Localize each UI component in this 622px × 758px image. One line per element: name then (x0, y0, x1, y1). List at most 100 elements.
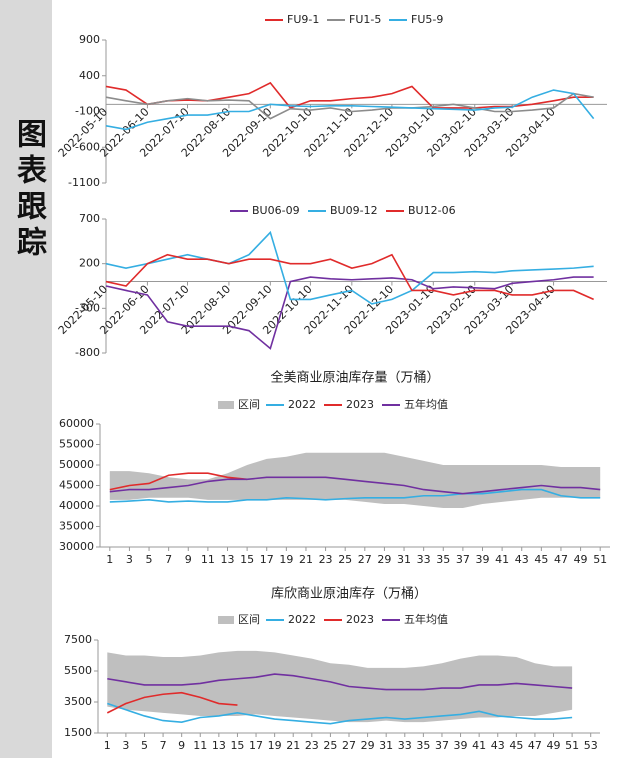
x-tick-label: 39 (454, 739, 468, 752)
x-tick-label: 45 (509, 739, 523, 752)
y-tick-label: 45000 (59, 479, 94, 492)
y-tick-label: -300 (75, 301, 100, 314)
x-tick-label: 3 (122, 739, 129, 752)
y-tick-label: 700 (79, 212, 100, 225)
y-tick-label: 30000 (59, 540, 94, 553)
x-tick-label: 17 (260, 553, 274, 566)
x-tick-label: 51 (593, 553, 607, 566)
series-line (109, 472, 248, 491)
x-tick-label: 27 (342, 739, 356, 752)
legend-label: 五年均值 (404, 397, 448, 411)
x-tick-label: 43 (491, 739, 505, 752)
x-tick-label: 23 (305, 739, 319, 752)
x-tick-label: 35 (436, 553, 450, 566)
legend-label: 2023 (346, 398, 374, 411)
y-tick-label: 60000 (59, 417, 94, 430)
x-tick-label: 5 (146, 553, 153, 566)
x-tick-label: 47 (554, 553, 568, 566)
y-tick-label: 1500 (64, 726, 92, 739)
chart-title: 全美商业原油库存量（万桶） (270, 370, 439, 386)
x-tick-label: 49 (547, 739, 561, 752)
x-tick-label: 35 (416, 739, 430, 752)
x-tick-label: 33 (398, 739, 412, 752)
legend-label: FU5-9 (411, 13, 443, 26)
x-tick-label: 53 (584, 739, 598, 752)
y-tick-label: -1100 (68, 176, 100, 189)
x-tick-label: 17 (249, 739, 263, 752)
x-tick-label: 21 (286, 739, 300, 752)
legend-label: 2022 (288, 613, 316, 626)
series-line (109, 488, 601, 503)
y-tick-label: 35000 (59, 520, 94, 533)
legend-label: 2023 (346, 613, 374, 626)
x-tick-label: 13 (212, 739, 226, 752)
series-line (105, 89, 595, 131)
x-tick-label: 13 (221, 553, 235, 566)
x-tick-label: 9 (185, 553, 192, 566)
x-tick-label: 49 (574, 553, 588, 566)
x-tick-label: 19 (268, 739, 282, 752)
y-tick-label: -800 (75, 346, 100, 359)
series-line (107, 702, 573, 725)
x-tick-label: 31 (379, 739, 393, 752)
x-tick-label: 37 (456, 553, 470, 566)
y-tick-label: 400 (79, 69, 100, 82)
x-tick-label: 39 (476, 553, 490, 566)
x-tick-label: 33 (417, 553, 431, 566)
legend-label: BU12-06 (408, 204, 456, 217)
x-tick-label: 21 (299, 553, 313, 566)
y-tick-label: 5500 (64, 664, 92, 677)
x-tick-label: 15 (230, 739, 244, 752)
x-tick-label: 45 (534, 553, 548, 566)
series-line (109, 476, 601, 495)
y-tick-label: 900 (79, 33, 100, 46)
x-tick-label: 29 (361, 739, 375, 752)
x-tick-label: 25 (338, 553, 352, 566)
legend-label: FU9-1 (287, 13, 319, 26)
series-line (105, 253, 594, 301)
sidebar (0, 0, 52, 758)
y-tick-label: 40000 (59, 499, 94, 512)
x-tick-label: 1 (106, 553, 113, 566)
x-tick-label: 27 (358, 553, 372, 566)
legend-label: 五年均值 (404, 612, 448, 626)
x-tick-label: 7 (160, 739, 167, 752)
legend-label: 区间 (238, 613, 260, 626)
x-tick-label: 5 (141, 739, 148, 752)
x-tick-label: 41 (472, 739, 486, 752)
y-tick-label: 55000 (59, 438, 94, 451)
legend-label: FU1-5 (349, 13, 381, 26)
y-tick-label: 3500 (64, 695, 92, 708)
x-tick-label: 31 (397, 553, 411, 566)
series-line (106, 691, 238, 714)
y-tick-label: -600 (75, 140, 100, 153)
legend-label: BU09-12 (330, 204, 378, 217)
legend-swatch (218, 616, 234, 624)
legend-label: 区间 (238, 398, 260, 411)
x-tick-label: 23 (319, 553, 333, 566)
y-tick-label: 7500 (64, 633, 92, 646)
chart-title: 库欣商业原油库存（万桶） (271, 586, 427, 602)
series-line (107, 673, 573, 691)
x-tick-label: 41 (495, 553, 509, 566)
y-tick-label: 200 (79, 257, 100, 270)
x-tick-label: 1 (104, 739, 111, 752)
legend-label: 2022 (288, 398, 316, 411)
x-tick-label: 11 (201, 553, 215, 566)
y-tick-label: 50000 (59, 458, 94, 471)
x-tick-label: 47 (528, 739, 542, 752)
x-tick-label: 19 (279, 553, 293, 566)
series-line (105, 230, 594, 305)
x-tick-label: 9 (178, 739, 185, 752)
legend-label: BU06-09 (252, 204, 300, 217)
x-tick-label: 25 (323, 739, 337, 752)
x-tick-label: 3 (126, 553, 133, 566)
series-line (105, 92, 594, 120)
x-tick-label: 7 (165, 553, 172, 566)
x-tick-label: 15 (240, 553, 254, 566)
sidebar-title: 图表跟踪 (11, 118, 46, 262)
series-line (105, 276, 594, 350)
y-tick-label: -100 (75, 105, 100, 118)
